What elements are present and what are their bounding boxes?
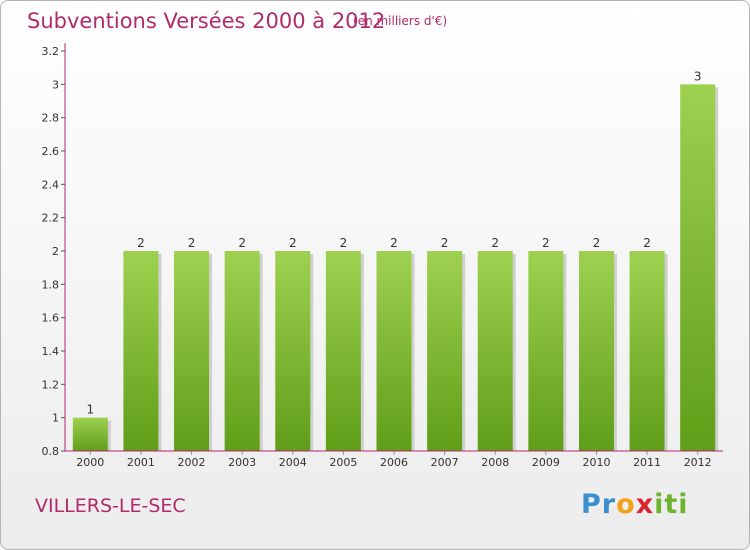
bar-2005 xyxy=(325,251,361,451)
y-tick-label: 2.6 xyxy=(42,145,60,158)
x-tick-label: 2004 xyxy=(279,456,307,469)
y-tick-label: 2.4 xyxy=(42,178,60,191)
data-label: 1 xyxy=(86,403,94,417)
logo-letter: t xyxy=(664,489,679,520)
data-label: 2 xyxy=(289,236,297,250)
y-tick-label: 1 xyxy=(52,412,59,425)
bar-2002 xyxy=(174,251,210,451)
bar-2008 xyxy=(477,251,513,451)
proxiti-logo[interactable]: Proxiti xyxy=(581,489,689,520)
x-tick-label: 2007 xyxy=(431,456,459,469)
x-tick-label: 2000 xyxy=(76,456,104,469)
y-tick-label: 2.2 xyxy=(42,212,60,225)
y-tick-label: 1.2 xyxy=(42,378,60,391)
x-tick-label: 2012 xyxy=(684,456,712,469)
data-label: 2 xyxy=(137,236,145,250)
y-tick-label: 3 xyxy=(52,78,59,91)
bar-2001 xyxy=(123,251,159,451)
x-tick-label: 2002 xyxy=(178,456,206,469)
x-tick-label: 2005 xyxy=(329,456,357,469)
bar-2004 xyxy=(275,251,311,451)
data-label: 2 xyxy=(542,236,550,250)
data-label: 2 xyxy=(643,236,651,250)
data-label: 2 xyxy=(390,236,398,250)
x-tick-label: 2001 xyxy=(127,456,155,469)
chart-title: Subventions Versées 2000 à 2012 xyxy=(27,9,386,33)
y-tick-label: 0.8 xyxy=(42,445,60,458)
y-tick-label: 2.8 xyxy=(42,112,60,125)
x-tick-label: 2003 xyxy=(228,456,256,469)
bar-2010 xyxy=(578,251,614,451)
bar-2009 xyxy=(528,251,564,451)
y-tick-label: 2 xyxy=(52,245,59,258)
logo-letter: i xyxy=(678,489,689,520)
chart-subtitle: (en milliers d'€) xyxy=(353,14,448,28)
y-tick-label: 3.2 xyxy=(42,45,60,58)
bar-2003 xyxy=(224,251,260,451)
logo-letter: i xyxy=(654,489,665,520)
x-tick-label: 2010 xyxy=(582,456,610,469)
y-tick-label: 1.6 xyxy=(42,312,60,325)
y-tick-label: 1.4 xyxy=(42,345,60,358)
data-label: 2 xyxy=(441,236,449,250)
data-label: 2 xyxy=(238,236,246,250)
bar-2007 xyxy=(427,251,463,451)
commune-name: VILLERS-LE-SEC xyxy=(35,495,186,517)
bar-2011 xyxy=(629,251,665,451)
data-label: 2 xyxy=(491,236,499,250)
data-label: 3 xyxy=(694,69,702,83)
x-tick-label: 2008 xyxy=(481,456,509,469)
logo-letter: o xyxy=(616,489,636,520)
logo-letter: r xyxy=(601,489,617,520)
x-tick-label: 2009 xyxy=(532,456,560,469)
data-label: 2 xyxy=(340,236,348,250)
data-label: 2 xyxy=(593,236,601,250)
bar-2000 xyxy=(72,417,108,451)
bar-2006 xyxy=(376,251,412,451)
x-tick-label: 2006 xyxy=(380,456,408,469)
logo-letter: P xyxy=(581,489,602,520)
y-tick-label: 1.8 xyxy=(42,278,60,291)
logo-letter: x xyxy=(635,489,655,520)
bar-2012 xyxy=(680,84,716,451)
data-label: 2 xyxy=(188,236,196,250)
x-tick-label: 2011 xyxy=(633,456,661,469)
